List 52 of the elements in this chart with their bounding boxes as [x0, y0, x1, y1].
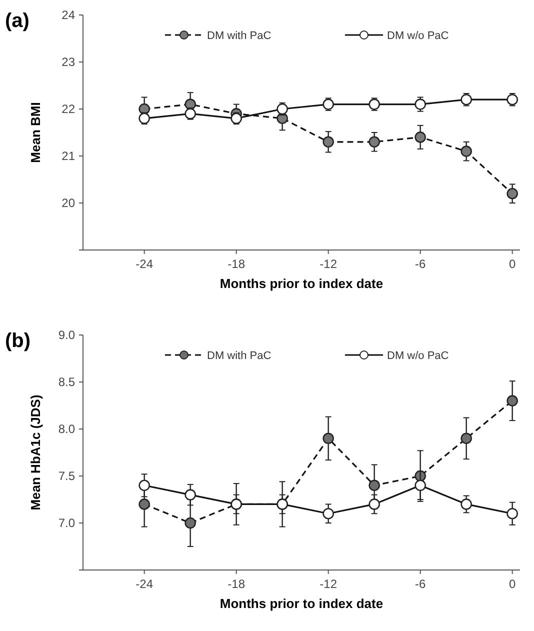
- point: [414, 480, 426, 492]
- point: [184, 517, 196, 529]
- y-tick-label: 22: [62, 102, 76, 116]
- point: [322, 432, 334, 444]
- x-tick-label: -6: [414, 257, 426, 271]
- x-tick-label: -12: [320, 257, 338, 271]
- y-tick-label: 8.0: [58, 422, 76, 436]
- y-tick-label: 8.5: [58, 375, 76, 389]
- point: [322, 508, 334, 520]
- x-tick-label: 0: [508, 577, 516, 591]
- y-tick-label: 9.0: [58, 328, 76, 342]
- point: [322, 136, 334, 148]
- x-tick-label: -18: [228, 577, 246, 591]
- y-tick-label: 20: [62, 196, 76, 210]
- point: [368, 498, 380, 510]
- point: [460, 432, 472, 444]
- x-tick-label: -18: [228, 257, 246, 271]
- x-tick-label: -6: [414, 577, 426, 591]
- legend-label: DM with PaC: [207, 350, 272, 362]
- point: [368, 136, 380, 148]
- chart-title: (a): [5, 10, 30, 32]
- y-tick-label: 24: [62, 8, 76, 22]
- chart-title: (b): [5, 330, 31, 352]
- point: [414, 98, 426, 110]
- y-axis-title: Mean BMI: [28, 102, 43, 163]
- legend-label: DM w/o PaC: [387, 350, 449, 362]
- point: [506, 508, 518, 520]
- point: [506, 395, 518, 406]
- y-axis-title: Mean HbA1c (JDS): [28, 394, 43, 510]
- legend-label: DM w/o PaC: [387, 30, 449, 42]
- x-axis-title: Months prior to index date: [220, 596, 384, 611]
- x-tick-label: 0: [508, 257, 516, 271]
- point: [460, 498, 472, 510]
- y-tick-label: 23: [62, 55, 76, 69]
- point: [138, 480, 150, 492]
- point: [368, 480, 380, 492]
- point: [506, 188, 518, 200]
- x-tick-label: -24: [136, 577, 154, 591]
- y-tick-label: 21: [62, 149, 76, 163]
- x-tick-label: -24: [136, 257, 154, 271]
- point: [184, 98, 196, 110]
- point: [414, 132, 426, 143]
- point: [322, 98, 334, 110]
- y-tick-label: 7.5: [58, 469, 76, 483]
- x-axis-title: Months prior to index date: [220, 276, 384, 291]
- y-tick-label: 7.0: [58, 516, 76, 530]
- point: [138, 103, 150, 115]
- point: [460, 146, 472, 157]
- point: [138, 498, 150, 510]
- x-tick-label: -12: [320, 577, 338, 591]
- point: [368, 98, 380, 110]
- legend-label: DM with PaC: [207, 30, 272, 42]
